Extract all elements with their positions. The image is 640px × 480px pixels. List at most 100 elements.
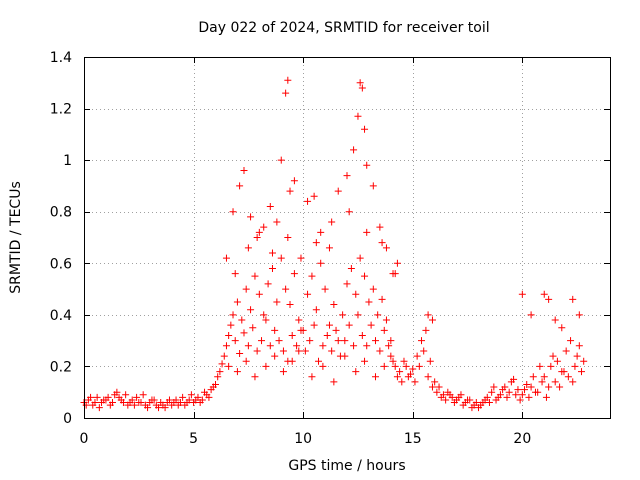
data-point bbox=[393, 373, 401, 381]
data-point bbox=[253, 347, 261, 355]
data-point bbox=[350, 146, 358, 154]
data-point bbox=[174, 401, 182, 409]
data-point bbox=[560, 368, 568, 376]
data-point bbox=[284, 234, 292, 241]
data-point bbox=[556, 383, 564, 391]
data-point bbox=[255, 290, 263, 298]
data-point bbox=[240, 329, 248, 337]
data-point bbox=[275, 337, 283, 345]
data-point bbox=[319, 342, 327, 350]
data-point bbox=[545, 383, 553, 391]
data-point bbox=[426, 357, 434, 365]
data-point bbox=[343, 280, 351, 288]
data-point bbox=[494, 393, 502, 401]
data-point bbox=[356, 79, 364, 87]
data-point bbox=[312, 306, 320, 314]
data-point bbox=[341, 352, 349, 360]
data-point bbox=[201, 388, 209, 396]
data-point bbox=[334, 337, 342, 345]
data-point bbox=[569, 295, 577, 303]
data-point bbox=[247, 306, 255, 314]
data-points bbox=[80, 76, 588, 412]
data-point bbox=[183, 399, 191, 407]
data-point bbox=[266, 203, 274, 211]
data-point bbox=[352, 368, 360, 376]
data-point bbox=[356, 254, 364, 262]
data-point bbox=[352, 290, 360, 298]
data-point bbox=[468, 404, 476, 412]
data-point bbox=[385, 342, 393, 350]
data-point bbox=[260, 223, 268, 231]
data-point bbox=[218, 360, 226, 368]
data-point bbox=[400, 357, 408, 365]
data-point bbox=[253, 234, 261, 241]
data-point bbox=[343, 172, 351, 180]
data-point bbox=[553, 357, 561, 365]
data-point bbox=[387, 337, 395, 345]
data-point bbox=[562, 347, 570, 355]
data-point bbox=[288, 331, 296, 339]
data-point bbox=[455, 393, 463, 401]
data-point bbox=[225, 331, 233, 339]
data-point bbox=[567, 337, 575, 345]
data-point bbox=[220, 352, 228, 360]
data-point bbox=[306, 337, 314, 345]
data-point bbox=[358, 84, 366, 92]
data-point bbox=[540, 373, 548, 381]
data-point bbox=[534, 388, 542, 396]
data-point bbox=[266, 342, 274, 350]
data-point bbox=[297, 326, 305, 334]
data-point bbox=[551, 378, 559, 386]
data-point bbox=[222, 342, 230, 350]
data-point bbox=[391, 362, 399, 370]
data-point bbox=[271, 352, 279, 360]
data-point bbox=[518, 391, 526, 399]
data-point bbox=[312, 239, 320, 247]
data-point bbox=[315, 357, 323, 365]
data-point bbox=[345, 208, 353, 216]
data-point bbox=[233, 298, 241, 306]
data-point bbox=[260, 311, 268, 319]
data-point bbox=[488, 388, 496, 396]
data-point bbox=[328, 347, 336, 355]
data-point bbox=[387, 352, 395, 360]
data-point bbox=[424, 373, 432, 381]
data-point bbox=[411, 378, 419, 386]
data-point bbox=[144, 404, 152, 412]
data-point bbox=[380, 362, 388, 370]
data-point bbox=[161, 404, 169, 412]
data-point bbox=[580, 357, 588, 365]
data-point bbox=[214, 373, 222, 381]
data-point bbox=[187, 391, 195, 399]
x-tick-label: 10 bbox=[294, 431, 312, 447]
data-point bbox=[437, 393, 445, 401]
data-point bbox=[363, 342, 371, 350]
data-point bbox=[536, 362, 544, 370]
data-point bbox=[350, 342, 358, 350]
data-point bbox=[268, 249, 276, 257]
chart-title: Day 022 of 2024, SRMTID for receiver toi… bbox=[198, 20, 489, 36]
data-point bbox=[87, 393, 95, 401]
data-point bbox=[205, 393, 213, 401]
data-point bbox=[347, 264, 355, 272]
data-point bbox=[516, 396, 524, 404]
data-point bbox=[247, 213, 255, 221]
data-point bbox=[571, 362, 579, 370]
x-tick-label: 0 bbox=[80, 431, 89, 447]
data-point bbox=[279, 347, 287, 355]
data-point bbox=[564, 373, 572, 381]
data-point bbox=[238, 316, 246, 324]
data-point bbox=[264, 280, 272, 288]
data-point bbox=[433, 388, 441, 396]
data-point bbox=[113, 388, 121, 396]
data-point bbox=[148, 396, 156, 404]
data-point bbox=[523, 380, 531, 388]
data-point bbox=[284, 76, 292, 84]
data-point bbox=[271, 326, 279, 334]
data-point bbox=[361, 357, 369, 365]
data-point bbox=[380, 326, 388, 334]
data-point bbox=[236, 182, 244, 190]
grid-lines bbox=[84, 57, 610, 418]
data-point bbox=[244, 342, 252, 350]
